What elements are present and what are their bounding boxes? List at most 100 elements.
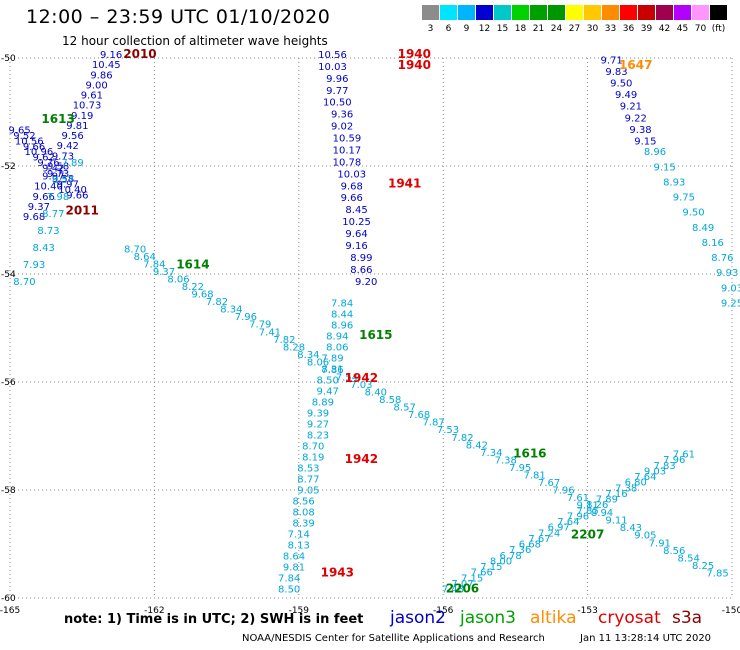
swh-value: 7.81	[524, 470, 546, 481]
swh-value: 9.96	[326, 74, 348, 85]
color-scale-swatch	[548, 5, 565, 20]
swh-value: 8.49	[692, 223, 714, 234]
swh-value: 10.59	[333, 134, 362, 145]
swh-value: 8.28	[283, 342, 305, 353]
swh-value: 7.86	[321, 365, 343, 376]
track-time-label: 1614	[176, 258, 209, 272]
swh-value: 7.68	[408, 410, 430, 421]
color-scale-swatch	[566, 5, 583, 20]
swh-value: 7.93	[23, 260, 45, 271]
swh-value: 6.78	[499, 551, 521, 562]
swh-value: 7.84	[143, 259, 165, 270]
swh-value: 8.70	[124, 244, 146, 255]
color-scale-swatch	[440, 5, 457, 20]
swh-value: 9.56	[61, 131, 83, 142]
lon-tick-label: -153	[577, 606, 597, 616]
swh-value: 9.25	[721, 298, 740, 309]
swh-value: 8.57	[52, 175, 74, 186]
swh-value: 7.89	[61, 158, 83, 169]
swh-value: 8.16	[702, 238, 724, 249]
swh-value: 7.36	[509, 545, 531, 556]
swh-value: 7.24	[538, 528, 560, 539]
swh-value: 7.98	[47, 192, 69, 203]
lon-tick-label: -150	[722, 606, 740, 616]
swh-value: 9.75	[673, 193, 695, 204]
swh-value: 8.50	[278, 585, 300, 596]
swh-value: 7.54	[336, 372, 358, 383]
swh-value: 7.38	[615, 483, 637, 494]
swh-value: 7.16	[605, 489, 627, 500]
credit-text: NOAA/NESDIS Center for Satellite Applica…	[242, 633, 545, 644]
swh-value: 9.49	[615, 90, 637, 101]
page-title: 12:00 – 23:59 UTC 01/10/2020	[26, 6, 331, 28]
swh-value: 9.42	[57, 141, 79, 152]
swh-value: 8.94	[326, 331, 348, 342]
swh-value: 7.84	[278, 574, 300, 585]
swh-value: 9.58	[47, 161, 69, 172]
color-scale-label: 36	[622, 24, 635, 34]
swh-value: 8.93	[663, 177, 685, 188]
page-subtitle: 12 hour collection of altimeter wave hei…	[62, 34, 328, 48]
swh-value: 8.64	[134, 252, 156, 263]
swh-value: 8.00	[490, 556, 512, 567]
swh-value: 8.99	[350, 253, 372, 264]
swh-value: 9.65	[8, 126, 30, 137]
swh-value: 8.34	[220, 305, 242, 316]
swh-value: 10.73	[73, 101, 102, 112]
swh-value: 9.52	[13, 131, 35, 142]
color-scale-swatch	[692, 5, 709, 20]
swh-value: 9.50	[682, 208, 704, 219]
lon-tick-label: -159	[289, 606, 310, 616]
swh-value: 9.97	[57, 180, 79, 191]
track-time-label: 2011	[65, 204, 98, 218]
swh-value: 7.67	[538, 478, 560, 489]
swh-value: 9.02	[331, 122, 353, 133]
color-scale-swatch	[422, 5, 439, 20]
color-scale-label: 42	[658, 24, 671, 34]
swh-value: 7.82	[451, 433, 473, 444]
track-time-label: 1615	[359, 328, 392, 342]
swh-value: 9.22	[625, 113, 647, 124]
swh-value: 9.27	[307, 419, 329, 430]
swh-value: 10.96	[25, 147, 54, 158]
swh-value: 9.73	[52, 151, 74, 162]
track-time-label: 1940	[398, 47, 431, 61]
color-scale-swatch	[710, 5, 727, 20]
swh-value: 8.56	[292, 497, 314, 508]
color-scale-label: 27	[568, 24, 581, 34]
color-scale-label: 30	[586, 24, 599, 34]
color-scale-swatch	[620, 5, 637, 20]
swh-value: 10.40	[58, 185, 87, 196]
color-scale-label: 9	[463, 24, 470, 34]
lon-tick-label: -162	[144, 606, 164, 616]
swh-value: 8.64	[283, 552, 305, 563]
swh-value: 9.03	[721, 283, 740, 294]
swh-value: 7.89	[596, 495, 618, 506]
swh-value: 9.93	[716, 268, 738, 279]
swh-value: 9.03	[644, 466, 666, 477]
satellite-legend-item: jason2	[390, 608, 446, 628]
track-time-label: 1940	[398, 58, 431, 72]
footer-note: note: 1) Time is in UTC; 2) SWH is in fe…	[64, 612, 364, 627]
swh-value: 7.89	[321, 353, 343, 364]
swh-value: 9.58	[52, 174, 74, 185]
swh-value: 8.25	[692, 561, 714, 572]
swh-value: 8.57	[394, 403, 416, 414]
swh-value: 7.95	[509, 463, 531, 474]
swh-value: 9.37	[153, 267, 175, 278]
track-time-label: 2206	[446, 582, 479, 596]
swh-value: 9.15	[653, 162, 675, 173]
track-time-label: 1647	[619, 58, 652, 72]
swh-value: 7.87	[422, 418, 444, 429]
swh-value: 9.15	[634, 136, 656, 147]
swh-value: 8.50	[317, 375, 339, 386]
swh-value: 8.22	[182, 282, 204, 293]
track-time-label: 1616	[513, 447, 546, 461]
swh-value: 9.16	[345, 241, 367, 252]
swh-value: 7.82	[273, 335, 295, 346]
swh-value: 8.06	[307, 357, 329, 368]
color-scale-swatch	[638, 5, 655, 20]
swh-value: 10.25	[342, 217, 371, 228]
swh-value: 7.07	[451, 579, 473, 590]
swh-value: 9.66	[341, 193, 363, 204]
